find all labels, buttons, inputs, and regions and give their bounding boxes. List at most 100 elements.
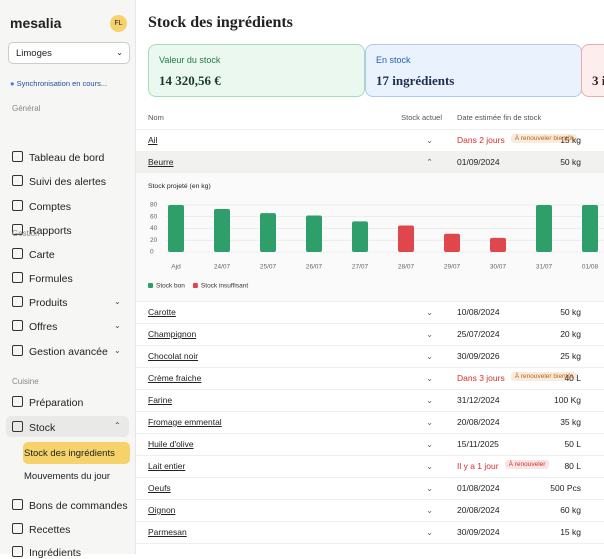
- x-tick-label: 26/07: [306, 264, 323, 271]
- stock-amount: 500 Pcs: [550, 483, 581, 493]
- nav-item[interactable]: Offres: [12, 320, 57, 333]
- table-row[interactable]: Farine 100 Kg ⌄ 31/12/2024: [136, 389, 604, 412]
- end-date: 20/08/2024: [457, 417, 500, 427]
- nav-item[interactable]: Gestion avancée: [12, 345, 108, 358]
- table-row[interactable]: Huile d'olive 50 L ⌄ 15/11/2025: [136, 433, 604, 456]
- ingredient-name[interactable]: Beurre: [148, 157, 174, 167]
- end-date: 01/08/2024: [457, 483, 500, 493]
- table-row[interactable]: Beurre 50 kg ⌃ 01/09/2024: [136, 151, 604, 174]
- expand-icon[interactable]: ⌄: [426, 417, 434, 427]
- column-header[interactable]: Stock actuel: [401, 113, 442, 122]
- expand-icon[interactable]: ⌄: [426, 483, 434, 493]
- nav-item[interactable]: Tableau de bord: [12, 151, 104, 164]
- stock-amount: 40 L: [564, 373, 581, 383]
- bar: [352, 221, 368, 252]
- ingredient-name[interactable]: Oeufs: [148, 483, 171, 493]
- expand-icon[interactable]: ⌄: [426, 329, 434, 339]
- expand-icon[interactable]: ⌄: [426, 135, 434, 145]
- end-date: 25/07/2024: [457, 329, 500, 339]
- main: Stock des ingrédients Valeur du stock 14 …: [136, 0, 604, 554]
- card-value: 14 320,56 €: [159, 73, 221, 88]
- nav-item[interactable]: Stock: [12, 421, 55, 434]
- end-date: 30/09/2024: [457, 527, 500, 537]
- expand-icon[interactable]: ⌄: [426, 505, 434, 515]
- expand-icon[interactable]: ⌃: [426, 157, 434, 167]
- nav-item[interactable]: Ingrédients: [12, 546, 81, 559]
- nav-subitem[interactable]: Stock des ingrédients: [24, 448, 115, 459]
- end-date: Il y a 1 jour: [457, 461, 499, 471]
- expand-icon[interactable]: ⌄: [426, 351, 434, 361]
- table-row[interactable]: Fromage emmental 35 kg ⌄ 20/08/2024: [136, 411, 604, 434]
- table-row[interactable]: Carotte 50 kg ⌄ 10/08/2024: [136, 301, 604, 324]
- end-date: 10/08/2024: [457, 307, 500, 317]
- ingredient-name[interactable]: Champignon: [148, 329, 197, 339]
- y-tick-label: 80: [150, 202, 158, 209]
- nav-item[interactable]: Suivi des alertes: [12, 175, 106, 188]
- bar: [490, 237, 506, 252]
- stock-amount: 20 kg: [560, 329, 581, 339]
- expand-icon[interactable]: ⌄: [426, 527, 434, 537]
- ingredient-name[interactable]: Ail: [148, 135, 158, 145]
- section: Général: [12, 104, 41, 113]
- nav-item[interactable]: Formules: [12, 272, 73, 285]
- card-value: 17 ingrédients: [376, 73, 455, 88]
- x-tick-label: 31/07: [536, 264, 553, 271]
- x-tick-label: 27/07: [352, 264, 369, 271]
- expand-icon[interactable]: ⌄: [426, 395, 434, 405]
- legend-label: Stock insuffisant: [201, 283, 248, 290]
- table-row[interactable]: Parmesan 15 kg ⌄ 30/09/2024: [136, 521, 604, 544]
- table-row[interactable]: Oignon 60 kg ⌄ 20/08/2024: [136, 499, 604, 522]
- stock-amount: 60 kg: [560, 505, 581, 515]
- nav-item[interactable]: Recettes: [12, 523, 70, 536]
- column-header[interactable]: Nom: [148, 113, 164, 122]
- nav-item[interactable]: Carte: [12, 248, 55, 261]
- table-row[interactable]: Champignon 20 kg ⌄ 25/07/2024: [136, 323, 604, 346]
- x-tick-label: 28/07: [398, 264, 415, 271]
- ingredient-name[interactable]: Carotte: [148, 307, 176, 317]
- badge: À renouveler bientôt: [510, 134, 577, 143]
- legend-swatch: [148, 283, 153, 288]
- table-row[interactable]: Ail 15 kg ⌄ Dans 2 jours À renouveler bientô…: [136, 129, 604, 152]
- nav-item[interactable]: Rapports: [12, 224, 72, 237]
- x-tick-label: 30/07: [490, 264, 507, 271]
- ingredient-name[interactable]: Oignon: [148, 505, 176, 515]
- nav-subitem[interactable]: Mouvements du jour: [24, 471, 111, 482]
- ingredient-name[interactable]: Fromage emmental: [148, 417, 222, 427]
- chart: Stock projeté (en kg) 0 20 40 60 80 Ajd 24/07 2…: [136, 173, 604, 302]
- table-row[interactable]: Crème fraiche 40 L ⌄ Dans 3 jours À renouvel…: [136, 367, 604, 390]
- ingredient-name[interactable]: Chocolat noir: [148, 351, 199, 361]
- expand-icon[interactable]: ⌄: [426, 439, 434, 449]
- expand-icon[interactable]: ⌄: [426, 307, 434, 317]
- location-select[interactable]: Limoges ⌄: [8, 42, 130, 64]
- x-tick-label: 24/07: [214, 264, 231, 271]
- legend-swatch: [192, 283, 198, 288]
- bar: [260, 213, 276, 252]
- end-date: 20/08/2024: [457, 505, 500, 515]
- ingredient-name[interactable]: Huile d'olive: [148, 439, 194, 449]
- ingredient-name[interactable]: Crème fraiche: [148, 373, 202, 383]
- end-date: Dans 3 jours: [457, 373, 505, 383]
- table-row[interactable]: Lait entier 80 L ⌄ Il y a 1 jour À renouvele…: [136, 455, 604, 478]
- nav-item[interactable]: Bons de commandes: [12, 499, 128, 512]
- x-tick-label: 01/08: [582, 264, 599, 271]
- bar: [536, 204, 552, 252]
- column-header[interactable]: Date estimée fin de stock: [457, 113, 542, 122]
- end-date: Dans 2 jours: [457, 135, 505, 145]
- table-row[interactable]: Chocolat noir 25 kg ⌄ 30/09/2026: [136, 345, 604, 368]
- badge: À renouveler: [504, 460, 550, 469]
- nav-item[interactable]: Comptes: [12, 200, 71, 213]
- card-label: En stock: [376, 55, 411, 65]
- avatar[interactable]: FL: [110, 15, 127, 32]
- x-tick-label: 25/07: [260, 264, 277, 271]
- stock-amount: 15 kg: [560, 135, 581, 145]
- ingredient-name[interactable]: Farine: [148, 395, 173, 405]
- chart-title: Stock projeté (en kg): [148, 183, 211, 190]
- expand-icon[interactable]: ⌄: [426, 461, 434, 471]
- nav-item[interactable]: Préparation: [12, 396, 83, 409]
- stock-amount: 50 kg: [560, 157, 581, 167]
- nav-item[interactable]: Produits: [12, 296, 68, 309]
- table-row[interactable]: Oeufs 500 Pcs ⌄ 01/08/2024: [136, 477, 604, 500]
- expand-icon[interactable]: ⌄: [426, 373, 434, 383]
- ingredient-name[interactable]: Parmesan: [148, 527, 187, 537]
- ingredient-name[interactable]: Lait entier: [148, 461, 186, 471]
